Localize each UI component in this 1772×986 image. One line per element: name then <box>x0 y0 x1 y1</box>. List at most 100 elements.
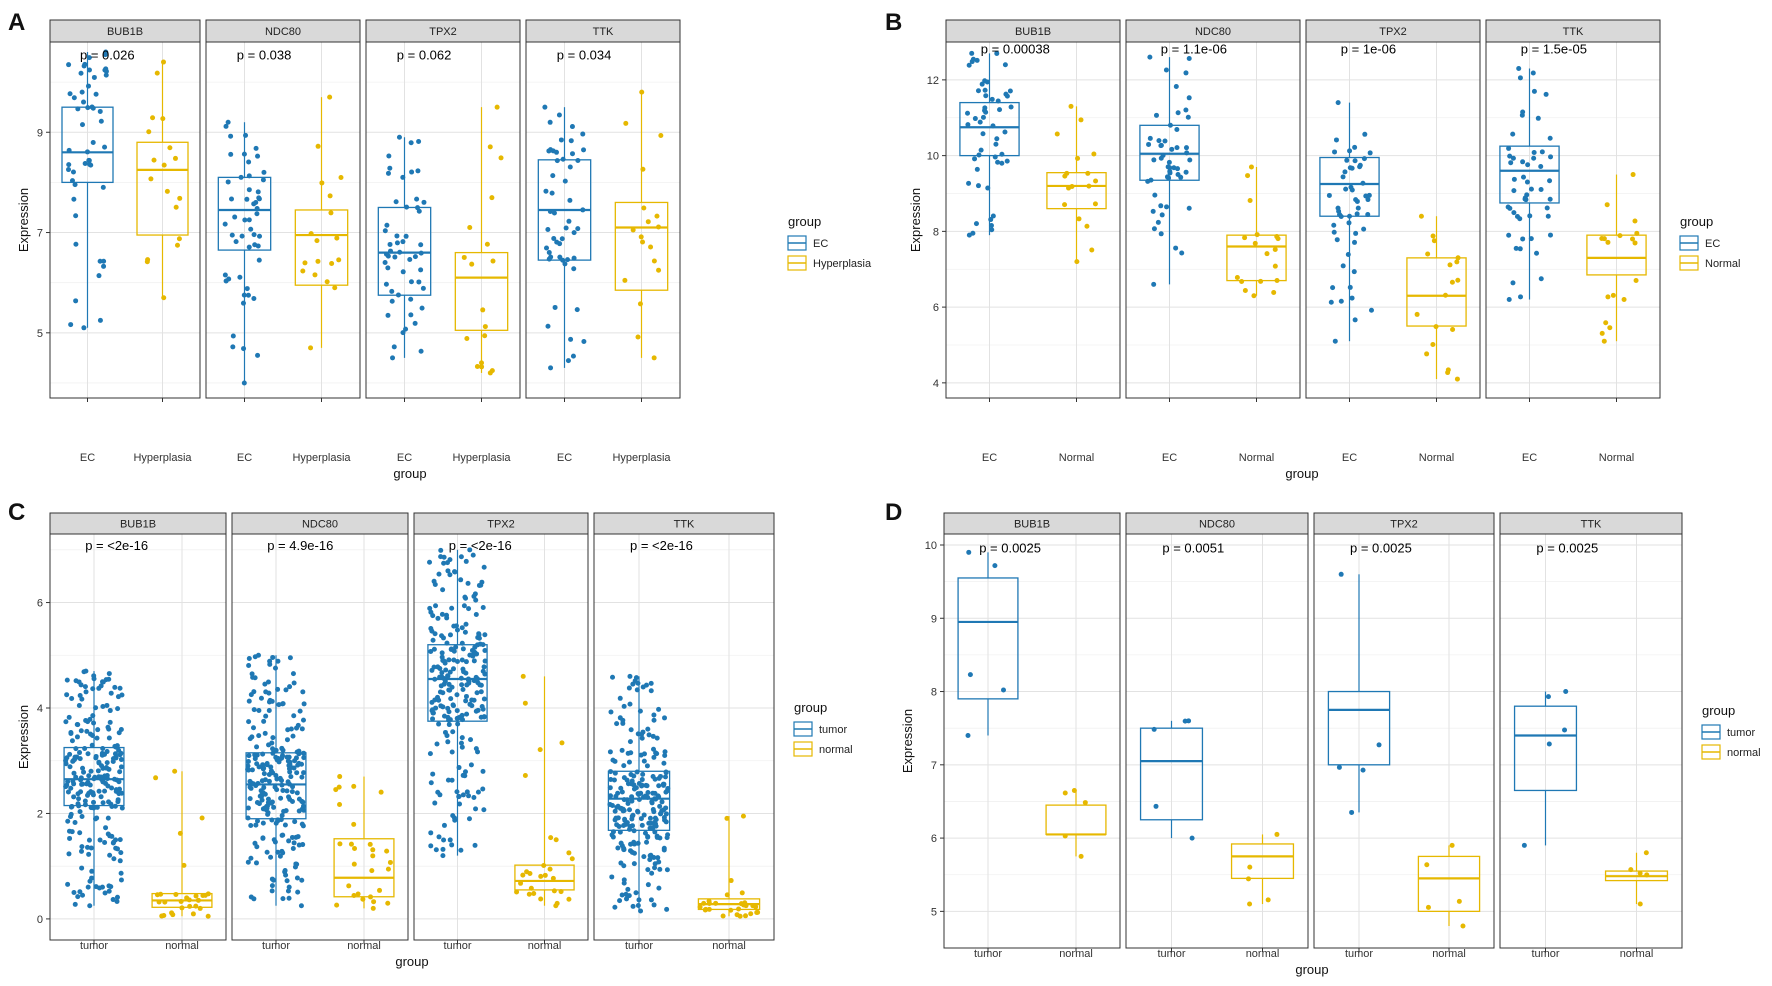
data-point-ec <box>973 221 979 227</box>
data-point-ec <box>1331 222 1337 228</box>
data-point-tumor <box>639 777 645 783</box>
data-point-hyperplasia <box>308 345 314 351</box>
data-point-tumor <box>247 778 253 784</box>
data-point-tumor <box>648 820 654 826</box>
data-point-ec <box>1183 70 1189 76</box>
data-point-ec <box>78 70 84 76</box>
data-point-tumor <box>459 625 465 631</box>
data-point-ec <box>1343 186 1349 192</box>
data-point-tumor <box>246 753 252 759</box>
x-tick-label: EC <box>80 452 95 464</box>
box-ec <box>1499 145 1560 204</box>
panel-label: B <box>885 9 902 36</box>
data-point-hyperplasia <box>148 176 154 182</box>
data-point-tumor <box>449 842 455 848</box>
data-point-tumor <box>628 772 634 778</box>
data-point-ec <box>1335 205 1341 211</box>
data-point-hyperplasia <box>327 94 333 100</box>
data-point-normal <box>1425 904 1431 910</box>
data-point-tumor <box>454 789 460 795</box>
y-tick-label: 9 <box>931 613 937 625</box>
data-point-normal <box>1454 259 1460 265</box>
data-point-ec <box>1535 115 1541 121</box>
data-point-normal <box>1632 240 1638 246</box>
data-point-ec <box>1150 208 1156 214</box>
data-point-tumor <box>614 721 620 727</box>
data-point-ec <box>244 196 250 202</box>
data-point-ec <box>254 211 260 217</box>
data-point-normal <box>522 700 528 706</box>
data-point-ec <box>1507 153 1513 159</box>
data-point-tumor <box>435 664 441 670</box>
data-point-ec <box>580 131 586 137</box>
data-point-tumor <box>78 775 84 781</box>
data-point-normal <box>554 900 560 906</box>
data-point-ec <box>1530 70 1536 76</box>
data-point-ec <box>246 217 252 223</box>
data-point-ec <box>1534 250 1540 256</box>
data-point-tumor <box>647 853 653 859</box>
data-point-tumor <box>475 789 481 795</box>
data-point-tumor <box>115 799 121 805</box>
data-point-ec <box>400 174 406 180</box>
data-point-tumor <box>658 810 664 816</box>
data-point-tumor <box>459 744 465 750</box>
data-point-normal <box>178 899 184 905</box>
data-point-tumor <box>300 717 306 723</box>
data-point-tumor <box>264 805 270 811</box>
data-point-tumor <box>436 697 442 703</box>
plot-border <box>205 41 361 399</box>
data-point-tumor <box>79 844 85 850</box>
data-point-ec <box>1175 110 1181 116</box>
data-point-tumor <box>67 764 73 770</box>
data-point-tumor <box>265 810 271 816</box>
data-point-tumor <box>459 717 465 723</box>
x-tick-label: normal <box>1246 948 1280 960</box>
data-point-normal <box>1248 164 1254 170</box>
data-point-tumor <box>663 811 669 817</box>
x-tick-label: normal <box>1059 948 1093 960</box>
facet-title: NDC80 <box>1195 26 1231 38</box>
data-point-normal <box>1431 238 1437 244</box>
data-point-ec <box>1152 192 1158 198</box>
data-point-tumor <box>482 658 488 664</box>
data-point-tumor <box>656 859 662 865</box>
data-point-tumor <box>301 750 307 756</box>
data-point-tumor <box>641 751 647 757</box>
data-point-normal <box>1424 862 1430 868</box>
data-point-tumor <box>117 685 123 691</box>
data-point-tumor <box>95 727 101 733</box>
data-point-ec <box>225 119 231 125</box>
data-point-tumor <box>272 839 278 845</box>
data-point-ec <box>246 187 252 193</box>
data-point-tumor <box>260 835 266 841</box>
data-point-tumor <box>1562 727 1568 733</box>
data-point-tumor <box>636 897 642 903</box>
data-point-ec <box>260 177 266 183</box>
data-point-ec <box>1528 236 1534 242</box>
data-point-tumor <box>651 809 657 815</box>
data-point-tumor <box>249 767 255 773</box>
data-point-tumor <box>107 852 113 858</box>
data-point-ec <box>571 255 577 261</box>
data-point-tumor <box>118 764 124 770</box>
data-point-normal <box>187 903 193 909</box>
data-point-normal <box>1447 262 1453 268</box>
data-point-tumor <box>444 733 450 739</box>
data-point-tumor <box>296 748 302 754</box>
data-point-tumor <box>289 789 295 795</box>
data-point-tumor <box>638 908 644 914</box>
data-point-ec <box>1506 297 1512 303</box>
facet-title: BUB1B <box>107 26 143 38</box>
data-point-tumor <box>263 713 269 719</box>
data-point-tumor <box>641 758 647 764</box>
data-point-tumor <box>609 874 615 880</box>
data-point-ec <box>86 158 92 164</box>
data-point-tumor <box>648 897 654 903</box>
data-point-ec <box>93 91 99 97</box>
data-point-ec <box>1517 75 1523 81</box>
plot-background <box>1306 42 1480 398</box>
data-point-ec <box>976 152 982 158</box>
data-point-tumor <box>96 788 102 794</box>
data-point-ec <box>72 182 78 188</box>
